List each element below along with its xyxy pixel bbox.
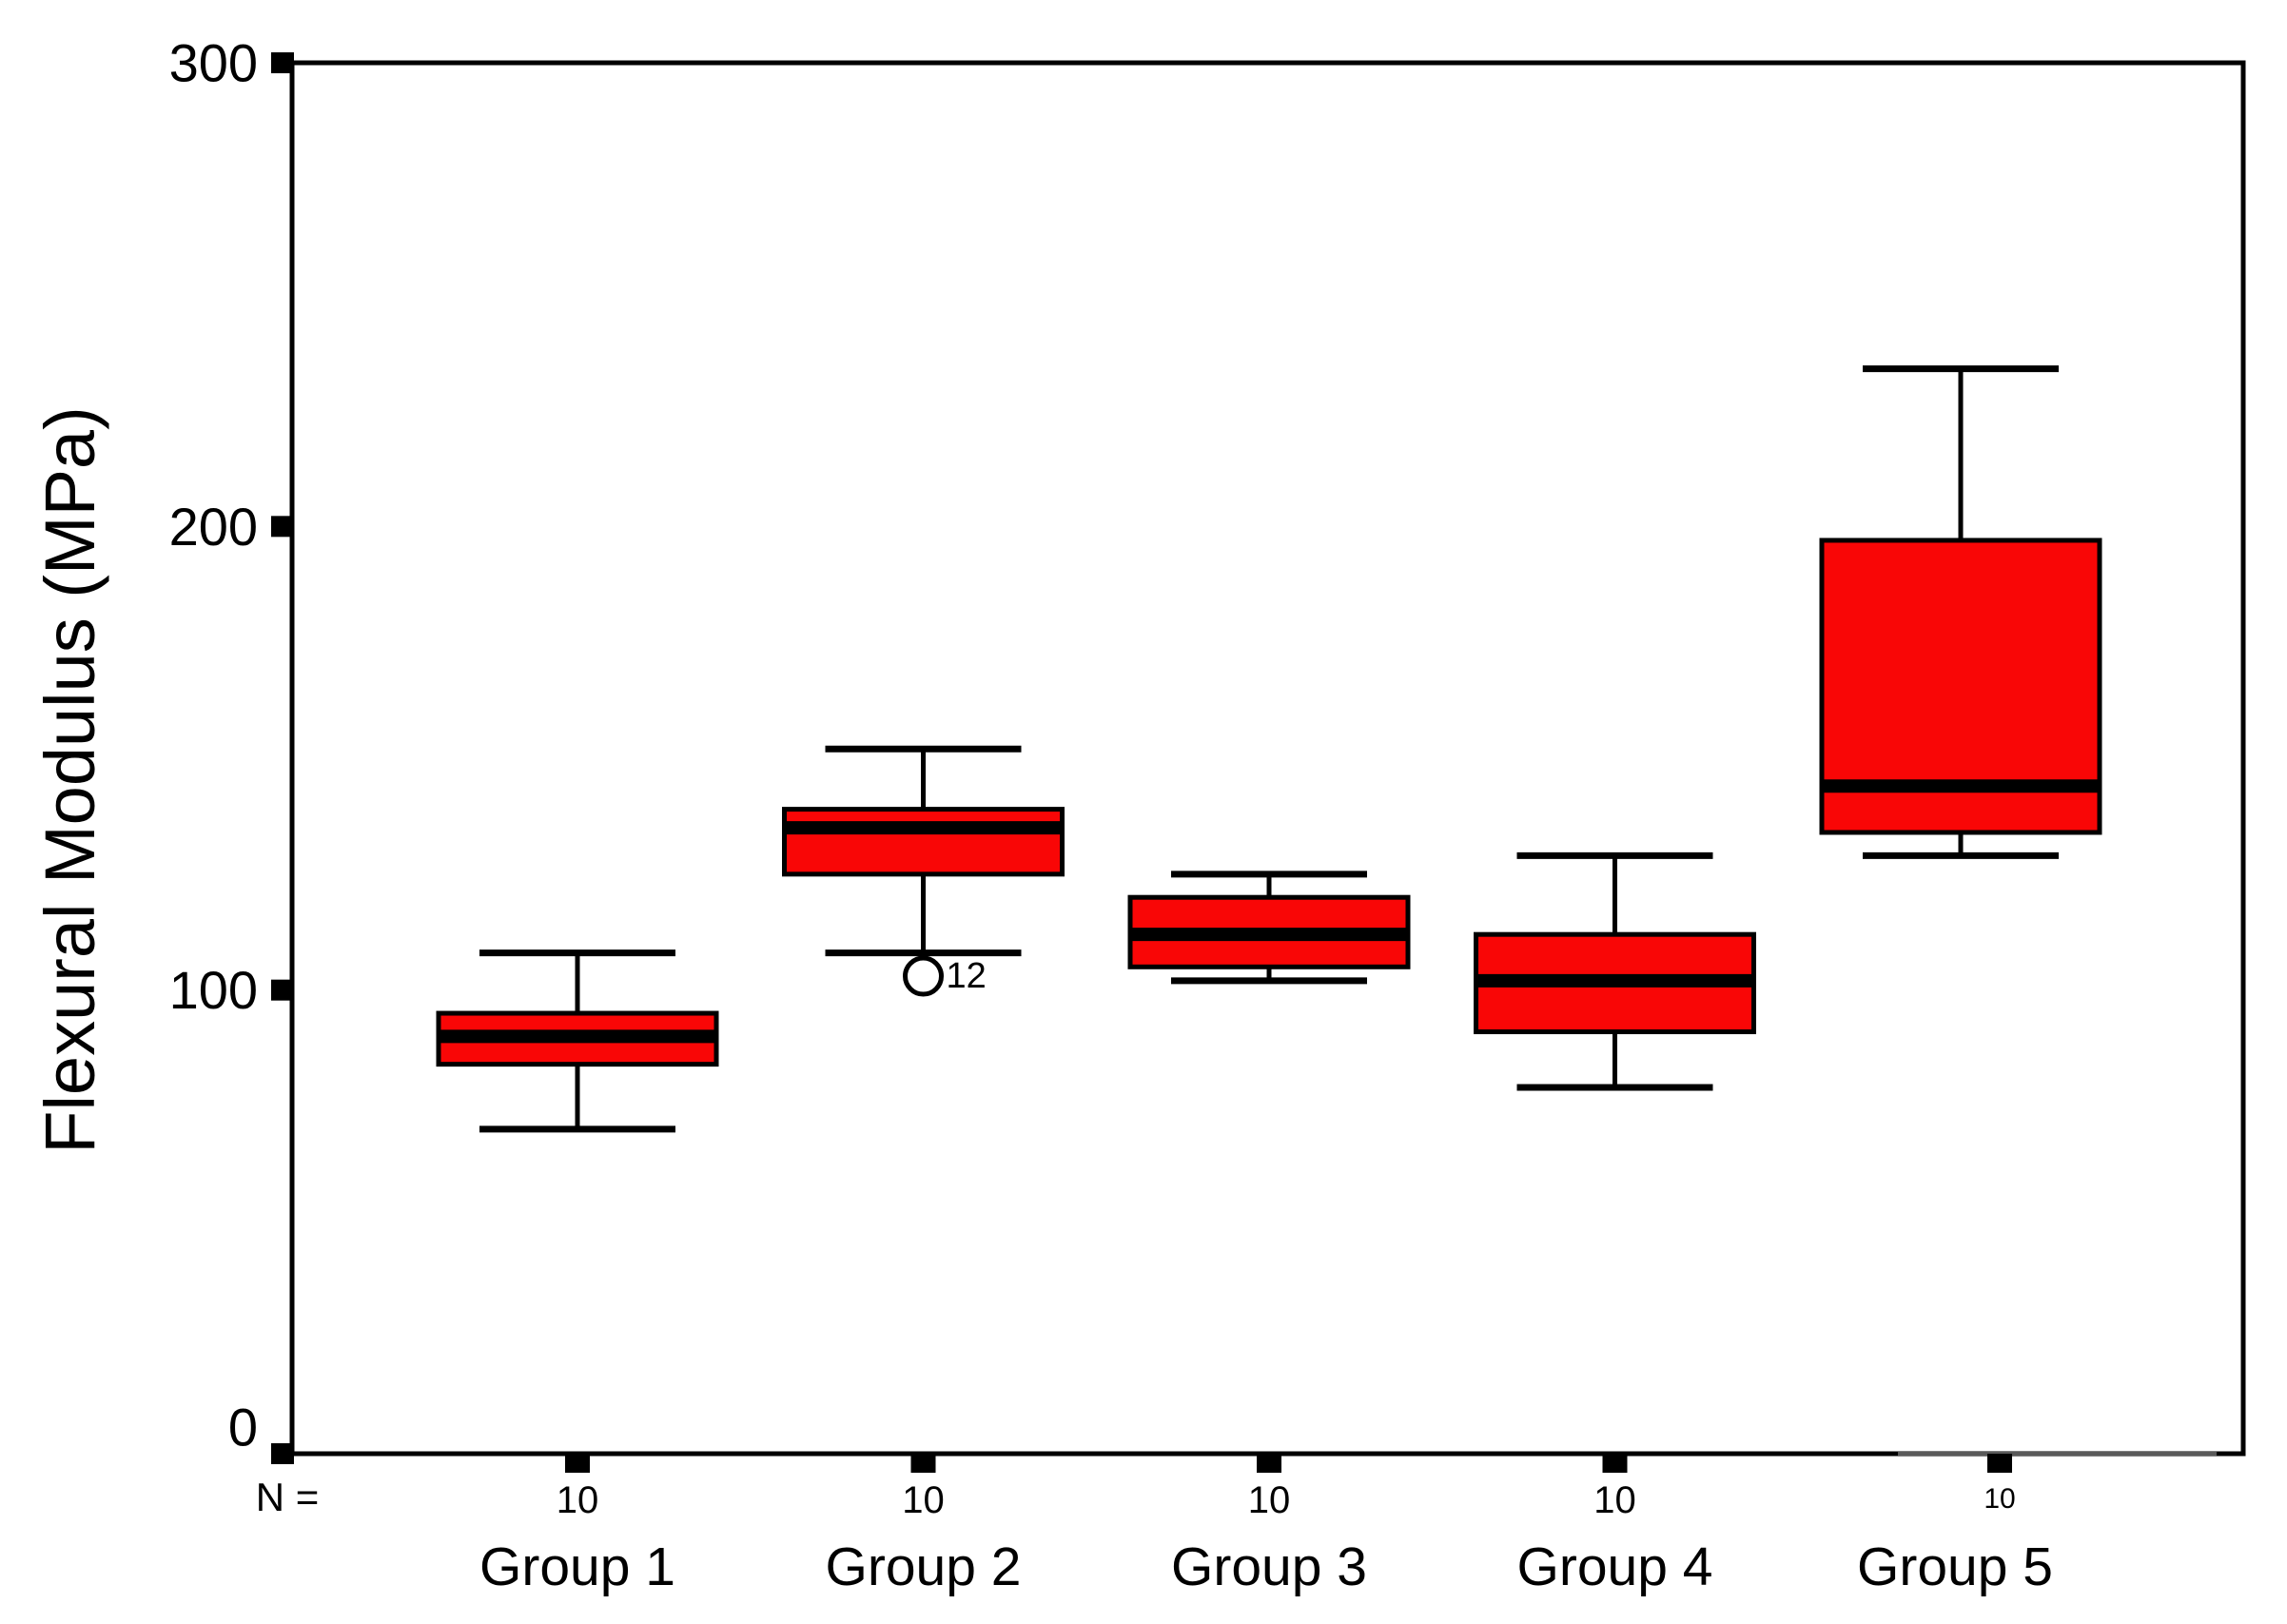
y-tick-label-200: 200 [169,497,258,557]
x-category-label: Group 2 [826,1536,1022,1597]
x-tick-mark [1987,1454,2012,1473]
box-group-1: 10 Group 1 [436,949,719,1597]
sample-size-value: 10 [1984,1483,2015,1515]
y-tick-mark-300 [271,52,294,73]
box-group-4: 10 Group 4 [1474,851,1756,1597]
x-category-label: Group 5 [1857,1536,2053,1597]
x-tick-mark [1257,1454,1281,1473]
box-group-5: 10 Group 5 [1819,365,2102,1597]
sample-size-value: 10 [557,1479,599,1521]
outlier-label: 12 [947,956,987,996]
x-category-label: Group 4 [1517,1536,1713,1597]
y-tick-label-0: 0 [228,1398,258,1458]
box-group-3: 10 Group 3 [1127,871,1411,1597]
y-axis-title: Flexural Modulus (MPa) [30,406,109,1153]
x-tick-mark [910,1454,936,1473]
y-tick-label-300: 300 [169,33,258,93]
box-group-2: 12 10 Group 2 [782,745,1065,1597]
y-tick-label-100: 100 [169,960,258,1020]
sample-size-value: 10 [1248,1479,1291,1521]
y-tick-mark-100 [271,979,294,1001]
sample-size-value: 10 [1593,1479,1636,1521]
x-tick-mark [1602,1454,1628,1473]
x-category-label: Group 1 [479,1536,675,1597]
x-tick-mark [565,1454,590,1473]
sample-size-prefix: N = [256,1475,320,1519]
x-category-label: Group 3 [1171,1536,1367,1597]
y-tick-mark-0 [271,1443,294,1464]
sample-size-value: 10 [902,1479,945,1521]
y-tick-mark-200 [271,516,294,538]
outlier-point [903,955,944,997]
iqr-box [782,807,1065,877]
